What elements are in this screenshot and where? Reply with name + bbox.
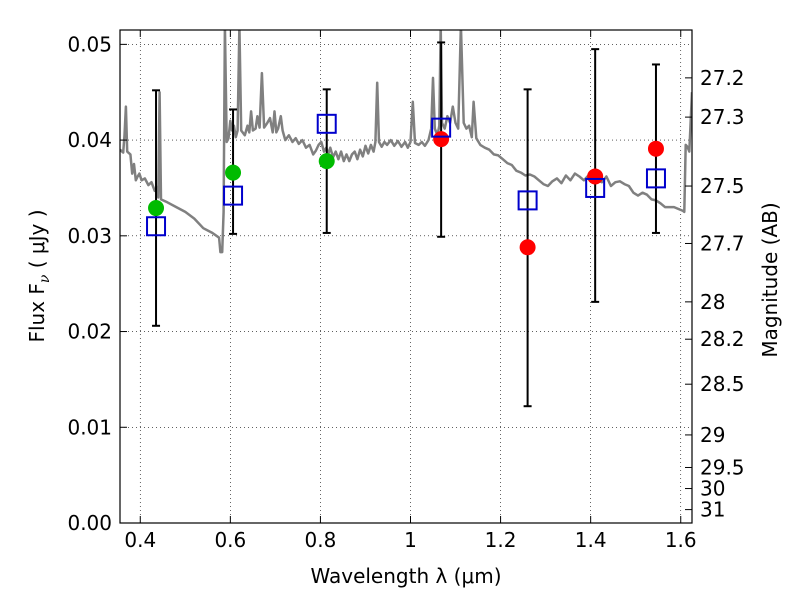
flux-point (433, 131, 450, 148)
right-tick-label: 29 (700, 423, 725, 447)
flux-point (519, 239, 536, 256)
y-tick-label: 0.00 (67, 511, 112, 535)
y-axis-label: Flux Fν ( μJy ) (25, 209, 53, 342)
flux-point (647, 140, 664, 157)
flux-point (148, 200, 165, 217)
y-tick-label: 0.05 (67, 32, 112, 56)
right-tick-label: 27.5 (700, 174, 745, 198)
right-tick-label: 28.5 (700, 372, 745, 396)
spectrum-line (120, 30, 692, 254)
ticks-layer: 0.4 0.6 0.8 1 1.2 1.4 1.6 0.00 0.01 0.02 0.03 0.04 0… (67, 30, 745, 552)
y-axis-label-units: ( μJy ) (25, 209, 49, 274)
x-tick-label: 0.6 (214, 528, 246, 552)
flux-point (587, 168, 604, 185)
right-tick-label: 28.2 (700, 327, 745, 351)
x-tick-label: 1.6 (665, 528, 697, 552)
right-tick-label: 27.7 (700, 231, 745, 255)
x-tick-label: 0.4 (124, 528, 156, 552)
y-axis-label-subscript: ν (37, 274, 53, 283)
y-axis-label-main: Flux F (25, 283, 49, 342)
model-square (517, 190, 538, 211)
right-tick-label: 27.3 (700, 105, 745, 129)
flux-point (225, 164, 242, 181)
model-square (431, 117, 452, 138)
model-square (316, 113, 337, 134)
y-tick-label: 0.04 (67, 128, 112, 152)
x-tick-label: 1 (404, 528, 417, 552)
model-square (146, 216, 167, 237)
y-tick-label: 0.01 (67, 415, 112, 439)
model-square (223, 185, 244, 206)
plot-frame (119, 29, 693, 524)
x-tick-label: 0.8 (305, 528, 337, 552)
right-tick-label: 31 (700, 498, 725, 522)
x-axis-label: Wavelength λ (μm) (310, 564, 501, 588)
right-tick-label: 28 (700, 290, 725, 314)
right-tick-label: 30 (700, 477, 725, 501)
y-tick-label: 0.03 (67, 224, 112, 248)
right-tick-label: 29.5 (700, 455, 745, 479)
x-tick-label: 1.4 (575, 528, 607, 552)
spectrum-layer (120, 30, 692, 254)
x-tick-label: 1.2 (485, 528, 517, 552)
model-square (585, 177, 606, 198)
marks-layer (146, 41, 666, 408)
y-tick-label: 0.02 (67, 320, 112, 344)
right-axis-label: Magnitude (AB) (758, 202, 782, 357)
model-square (645, 168, 666, 189)
flux-point (318, 153, 335, 170)
right-tick-label: 27.2 (700, 66, 745, 90)
